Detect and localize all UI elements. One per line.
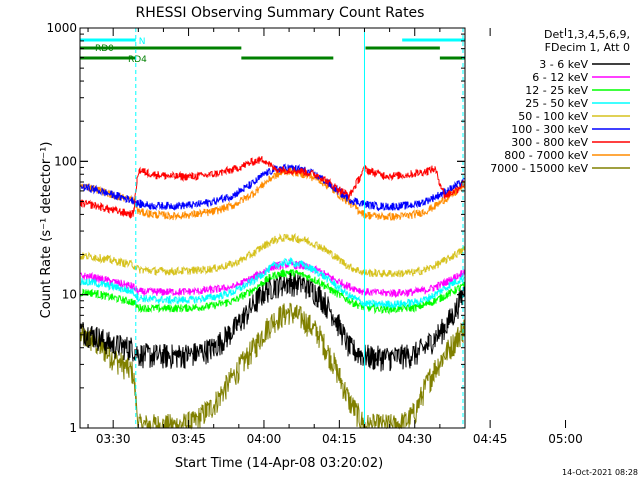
flag-label-rd0: RD0 bbox=[95, 44, 114, 54]
series-line-5 bbox=[80, 232, 465, 278]
legend-label: 6 - 12 keV bbox=[532, 71, 588, 84]
legend-label: 100 - 300 keV bbox=[511, 123, 588, 136]
series-line-1 bbox=[80, 271, 465, 372]
axes-frame bbox=[79, 27, 466, 429]
y-tick-label: 10 bbox=[62, 288, 77, 302]
legend-label: 300 - 800 keV bbox=[511, 136, 588, 149]
legend-header-line: FDecim 1, Att 0 bbox=[545, 41, 630, 54]
flag-label-n: N bbox=[139, 37, 146, 47]
plot-area bbox=[80, 28, 465, 428]
y-tick-label: 1 bbox=[69, 421, 77, 435]
series-line-9 bbox=[80, 302, 465, 430]
series-line-8 bbox=[80, 165, 465, 221]
legend-header-line: Det 1,3,4,5,6,9, bbox=[544, 28, 630, 41]
legend-label: 12 - 25 keV bbox=[525, 84, 588, 97]
legend-label: 7000 - 15000 keV bbox=[490, 162, 588, 175]
x-tick-label: 04:15 bbox=[322, 432, 357, 446]
series-line-3 bbox=[80, 267, 465, 315]
x-tick-label: 04:00 bbox=[247, 432, 282, 446]
legend-label: 3 - 6 keV bbox=[539, 58, 588, 71]
x-axis-label: Start Time (14-Apr-08 03:20:02) bbox=[175, 456, 383, 471]
flag-label-rd4: RD4 bbox=[128, 55, 147, 65]
legend-label: 50 - 100 keV bbox=[518, 110, 588, 123]
footer-date: 14-Oct-2021 08:28 bbox=[562, 468, 638, 477]
series-line-7 bbox=[80, 156, 465, 220]
y-tick-label: 1000 bbox=[46, 21, 77, 35]
x-tick-label: 05:00 bbox=[548, 432, 583, 446]
x-tick-label: 03:45 bbox=[171, 432, 206, 446]
y-tick-label: 100 bbox=[54, 154, 77, 168]
legend-label: 25 - 50 keV bbox=[525, 97, 588, 110]
y-axis-label: Count Rate (s⁻¹ detector⁻¹) bbox=[39, 142, 54, 319]
x-tick-label: 03:30 bbox=[96, 432, 131, 446]
x-tick-label: 04:45 bbox=[473, 432, 508, 446]
x-tick-label: 04:30 bbox=[397, 432, 432, 446]
chart-title: RHESSI Observing Summary Count Rates bbox=[136, 5, 425, 21]
legend-label: 800 - 7000 keV bbox=[504, 149, 588, 162]
series-line-4 bbox=[80, 256, 465, 309]
